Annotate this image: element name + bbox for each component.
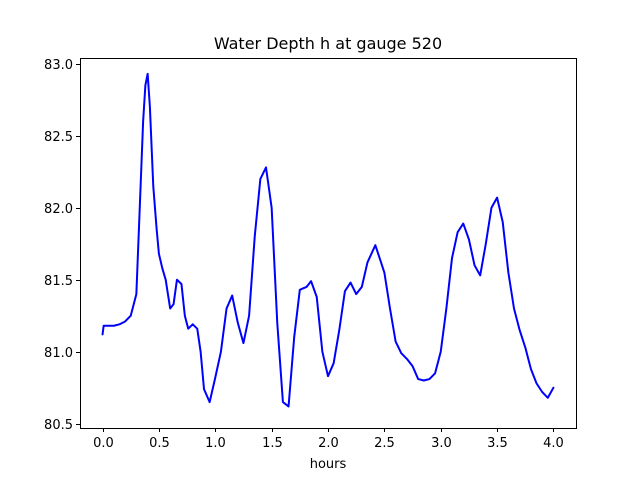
- x-tick-label: 2.5: [374, 436, 395, 451]
- x-tick-label: 4.0: [543, 436, 564, 451]
- x-tick-label: 1.5: [262, 436, 283, 451]
- y-axis: 80.5 81.0 81.5 82.0 82.5 83.0: [44, 58, 80, 433]
- y-tick-label: 81.5: [44, 274, 73, 289]
- y-tick-label: 82.0: [44, 202, 73, 217]
- series-layer: [101, 72, 555, 408]
- x-tick-label: 0.5: [149, 436, 170, 451]
- series-line-0: [101, 72, 555, 408]
- axes-frame: [80, 58, 577, 429]
- y-tick-label: 80.5: [44, 418, 73, 433]
- x-tick-label: 2.0: [318, 436, 339, 451]
- y-tick-label: 82.5: [44, 130, 73, 145]
- x-axis: 0.0 0.5 1.0 1.5 2.0 2.5 3.0 3.5 4.0: [93, 428, 564, 451]
- y-tick-label: 83.0: [44, 58, 73, 73]
- chart-title: Water Depth h at gauge 520: [214, 34, 442, 53]
- plot-area: [80, 58, 576, 428]
- x-tick-label: 0.0: [93, 436, 114, 451]
- x-axis-label: hours: [310, 457, 347, 472]
- y-tick-label: 81.0: [44, 346, 73, 361]
- x-tick-label: 3.5: [487, 436, 508, 451]
- x-tick-label: 1.0: [205, 436, 226, 451]
- x-tick-label: 3.0: [431, 436, 452, 451]
